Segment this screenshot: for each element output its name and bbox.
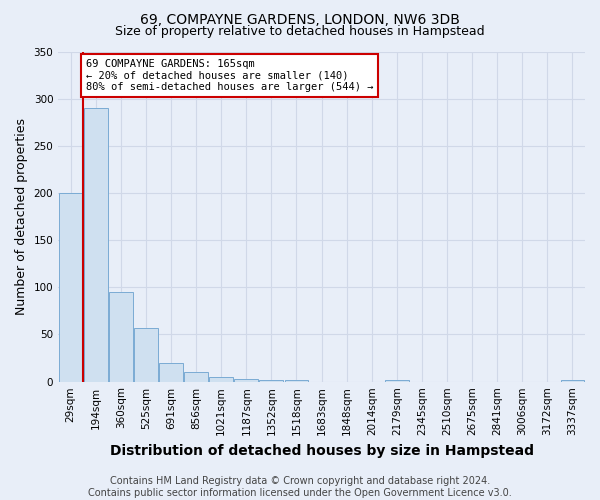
X-axis label: Distribution of detached houses by size in Hampstead: Distribution of detached houses by size …	[110, 444, 533, 458]
Text: 69, COMPAYNE GARDENS, LONDON, NW6 3DB: 69, COMPAYNE GARDENS, LONDON, NW6 3DB	[140, 12, 460, 26]
Y-axis label: Number of detached properties: Number of detached properties	[15, 118, 28, 315]
Bar	[209, 377, 233, 382]
Text: Contains HM Land Registry data © Crown copyright and database right 2024.
Contai: Contains HM Land Registry data © Crown c…	[88, 476, 512, 498]
Bar	[184, 372, 208, 382]
Text: 69 COMPAYNE GARDENS: 165sqm
← 20% of detached houses are smaller (140)
80% of se: 69 COMPAYNE GARDENS: 165sqm ← 20% of det…	[86, 59, 373, 92]
Bar	[134, 328, 158, 382]
Bar	[385, 380, 409, 382]
Bar	[84, 108, 108, 382]
Bar	[259, 380, 283, 382]
Bar	[59, 193, 83, 382]
Bar	[109, 292, 133, 382]
Text: Size of property relative to detached houses in Hampstead: Size of property relative to detached ho…	[115, 25, 485, 38]
Bar	[235, 378, 258, 382]
Bar	[560, 380, 584, 382]
Bar	[159, 362, 183, 382]
Bar	[284, 380, 308, 382]
